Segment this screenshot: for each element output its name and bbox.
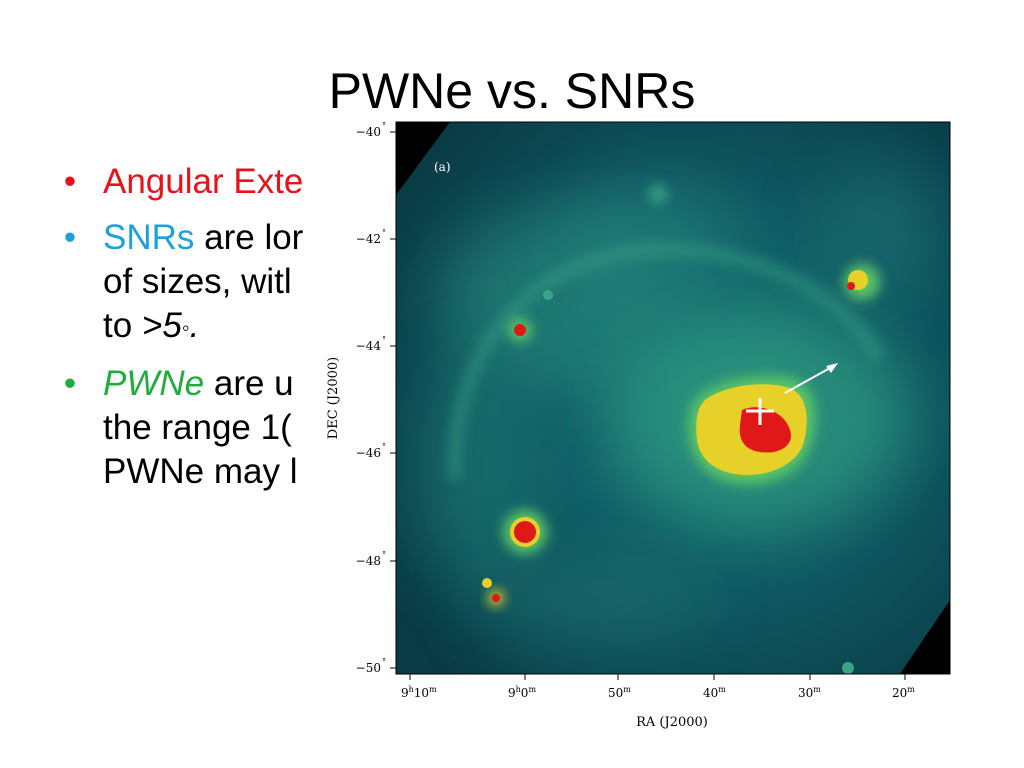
- slide-title: PWNe vs. SNRs: [328, 63, 696, 119]
- panel-label: (a): [434, 160, 451, 174]
- bullet-dot: •: [63, 162, 77, 201]
- bullet-dot: •: [63, 218, 77, 257]
- y-tick-unit: °: [382, 228, 386, 237]
- bullet-text: are lor: [194, 218, 304, 257]
- y-tick-label: −48: [356, 554, 381, 568]
- y-tick-unit: °: [382, 550, 386, 559]
- svg-text:40m: 40m: [703, 685, 726, 700]
- y-axis-label: DEC (J2000): [326, 357, 341, 439]
- x-tick-label: 40: [703, 686, 718, 700]
- x-tick-unit: h: [516, 685, 521, 694]
- bullet-snrs: • SNRs are lor of sizes, witl to >5◦.: [60, 216, 360, 350]
- x-tick-unit: m: [429, 685, 437, 694]
- x-tick-unit: m: [718, 685, 726, 694]
- bullet-text: Angular Exte: [103, 162, 304, 201]
- bullet-text: of sizes, witl: [103, 262, 292, 301]
- svg-text:20m: 20m: [892, 685, 915, 700]
- x-tick-label: 0: [521, 686, 529, 700]
- x-tick-label: 50: [608, 686, 623, 700]
- y-tick-label: −40: [356, 125, 381, 139]
- bullet-text: to: [103, 306, 142, 345]
- y-tick-unit: °: [382, 442, 386, 451]
- x-tick-label: 9: [401, 686, 409, 700]
- x-axis-label: RA (J2000): [636, 715, 708, 730]
- x-axis: 9h10m 9h0m 50m 40m 30m 20m: [401, 674, 915, 700]
- sky-image: [396, 122, 950, 674]
- x-tick-unit: m: [623, 685, 631, 694]
- bullet-text: are u: [204, 364, 294, 403]
- x-tick-unit: h: [409, 685, 414, 694]
- bullet-keyword: PWNe: [103, 364, 205, 403]
- y-tick-label: −44: [356, 339, 382, 353]
- x-tick-label: 10: [414, 686, 429, 700]
- y-tick-unit: °: [382, 335, 386, 344]
- bullet-text: PWNe may l: [103, 452, 298, 491]
- figure-margin: [320, 118, 396, 743]
- degree-symbol: ◦: [181, 315, 190, 340]
- y-tick-label: −42: [356, 232, 381, 246]
- svg-text:9h0m: 9h0m: [508, 685, 536, 700]
- y-axis: −40 ° −42 ° −44 ° −46 ° −48 ° −50 °: [356, 121, 396, 675]
- bullet-pwne: • PWNe are u the range 1( PWNe may l: [60, 362, 360, 494]
- bullet-dot: •: [63, 364, 77, 403]
- x-tick-unit: m: [813, 685, 821, 694]
- y-tick-unit: °: [382, 121, 386, 130]
- sky-map-figure: (a) −40 ° −42 ° −44 ° −46 ° −48 ° −50 ° …: [320, 118, 951, 743]
- svg-text:9h10m: 9h10m: [401, 685, 437, 700]
- x-tick-label: 30: [798, 686, 813, 700]
- y-tick-label: −50: [356, 661, 381, 675]
- y-tick-unit: °: [382, 657, 386, 666]
- x-tick-unit: m: [907, 685, 915, 694]
- bullet-keyword: SNRs: [103, 218, 195, 257]
- x-tick-label: 9: [508, 686, 516, 700]
- x-tick-label: 20: [892, 686, 907, 700]
- svg-text:50m: 50m: [608, 685, 631, 700]
- x-tick-unit: m: [528, 685, 536, 694]
- bullet-text: .: [189, 306, 200, 345]
- y-tick-label: −46: [356, 446, 381, 460]
- bullet-text: >5: [141, 306, 182, 345]
- bullet-list: • Angular Exte • SNRs are lor of sizes, …: [60, 160, 360, 506]
- svg-text:30m: 30m: [798, 685, 821, 700]
- bullet-text: the range 1(: [103, 408, 292, 447]
- bullet-angular-extent: • Angular Exte: [60, 160, 360, 204]
